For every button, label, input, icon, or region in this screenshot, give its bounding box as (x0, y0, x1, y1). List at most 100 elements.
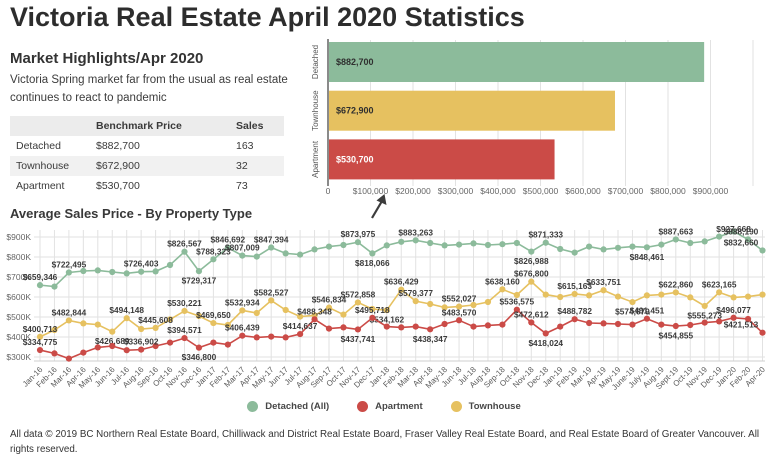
benchmark-price-value: $672,900 (96, 159, 140, 172)
svg-text:$846,692: $846,692 (211, 235, 246, 245)
svg-text:$483,570: $483,570 (442, 307, 477, 317)
legend-item-apartment[interactable]: Apartment (357, 401, 423, 412)
legend-dot-townhouse-icon (450, 401, 462, 412)
svg-text:$900,000: $900,000 (693, 186, 729, 196)
benchmark-table: Benchmark Price Sales Detached $882,700 … (10, 115, 284, 196)
svg-text:$871,333: $871,333 (528, 230, 563, 240)
svg-text:$406,439: $406,439 (225, 323, 260, 333)
mouse-cursor-icon (371, 194, 387, 219)
svg-text:$400,713: $400,713 (23, 324, 58, 334)
svg-text:$552,027: $552,027 (442, 294, 477, 304)
svg-text:$530,221: $530,221 (167, 298, 202, 308)
svg-text:$500K: $500K (6, 312, 31, 322)
svg-text:$826,567: $826,567 (167, 239, 202, 249)
svg-text:$826,988: $826,988 (514, 256, 549, 266)
svg-text:$336,902: $336,902 (124, 337, 159, 347)
svg-text:$638,160: $638,160 (485, 276, 520, 286)
legend-dot-apartment-icon (357, 401, 369, 412)
svg-text:$488,782: $488,782 (557, 306, 592, 316)
svg-text:$700K: $700K (6, 272, 31, 282)
svg-text:$421,513: $421,513 (724, 320, 759, 330)
table-row-townhouse: Townhouse $672,900 32 (10, 155, 284, 176)
svg-text:$729,317: $729,317 (182, 276, 217, 286)
benchmark-price-value: $882,700 (96, 139, 140, 152)
sales-value: 163 (236, 139, 254, 152)
svg-text:$600,000: $600,000 (565, 186, 601, 196)
benchmark-price-bar-chart[interactable]: 0 $100,000 $200,000 $300,000 $400,000 $500,00… (302, 36, 768, 202)
footer-line-1: All data © 2019 BC Northern Real Estate … (10, 429, 760, 455)
legend-item-detached[interactable]: Detached (All) (247, 401, 329, 412)
svg-text:$536,575: $536,575 (500, 297, 535, 307)
svg-text:$888,190: $888,190 (724, 226, 759, 236)
benchmark-price-value: $530,700 (96, 179, 140, 192)
row-label: Townhouse (16, 159, 70, 172)
svg-text:$848,461: $848,461 (630, 252, 665, 262)
sales-value: 32 (236, 159, 248, 172)
svg-text:Townhouse: Townhouse (311, 90, 320, 131)
svg-text:$534,162: $534,162 (369, 315, 404, 325)
row-label: Detached (16, 139, 61, 152)
svg-text:$615,163: $615,163 (557, 281, 592, 291)
footer: All data © 2019 BC Northern Real Estate … (10, 427, 768, 455)
svg-text:$346,800: $346,800 (182, 352, 217, 362)
svg-text:$726,403: $726,403 (124, 259, 159, 269)
market-highlights-panel: Market Highlights/Apr 2020 Victoria Spri… (10, 50, 302, 196)
svg-text:0: 0 (326, 186, 331, 196)
svg-text:$530,700: $530,700 (336, 154, 374, 164)
svg-text:$500,000: $500,000 (523, 186, 559, 196)
svg-text:$400K: $400K (6, 332, 31, 342)
svg-text:$300,000: $300,000 (438, 186, 474, 196)
svg-text:$788,323: $788,323 (196, 246, 231, 256)
svg-text:$582,527: $582,527 (254, 287, 289, 297)
legend-item-townhouse[interactable]: Townhouse (450, 401, 521, 412)
svg-text:$800K: $800K (6, 252, 31, 262)
market-highlights-heading: Market Highlights/Apr 2020 (10, 50, 204, 67)
svg-text:$927,668: $927,668 (716, 224, 751, 234)
svg-text:$873,975: $873,975 (341, 229, 376, 239)
table-row-apartment: Apartment $530,700 73 (10, 176, 284, 196)
svg-text:$847,394: $847,394 (254, 235, 289, 245)
sales-value: 73 (236, 179, 248, 192)
svg-text:$636,429: $636,429 (384, 277, 419, 287)
svg-text:$722,495: $722,495 (52, 260, 87, 270)
svg-text:$623,165: $623,165 (702, 279, 737, 289)
svg-text:$546,834: $546,834 (312, 295, 347, 305)
svg-text:$887,663: $887,663 (658, 226, 693, 236)
svg-text:$445,608: $445,608 (138, 315, 173, 325)
table-header-sales: Sales (236, 119, 264, 132)
svg-text:$883,263: $883,263 (398, 227, 433, 237)
svg-text:$495,718: $495,718 (355, 305, 390, 315)
svg-text:$100,000: $100,000 (353, 186, 389, 196)
chart-legend: Detached (All) Apartment Townhouse (0, 401, 768, 412)
line-chart-title: Average Sales Price - By Property Type (10, 206, 253, 221)
svg-text:$494,148: $494,148 (109, 305, 144, 315)
page-title: Victoria Real Estate April 2020 Statisti… (10, 2, 525, 32)
svg-text:$600K: $600K (6, 292, 31, 302)
svg-text:$882,700: $882,700 (336, 57, 374, 67)
svg-text:$437,741: $437,741 (341, 334, 376, 344)
svg-text:Apartment: Apartment (311, 140, 320, 178)
svg-text:$676,800: $676,800 (514, 269, 549, 279)
svg-text:$574,679: $574,679 (615, 307, 650, 317)
svg-text:$532,934: $532,934 (225, 297, 260, 307)
svg-text:$832,660: $832,660 (724, 237, 759, 247)
legend-label: Apartment (375, 401, 423, 412)
svg-text:$491,451: $491,451 (630, 306, 665, 316)
average-sales-price-line-chart[interactable]: $900K$800K$700K$600K$500K$400K$300KJan-1… (0, 224, 768, 400)
svg-text:$400,000: $400,000 (480, 186, 516, 196)
svg-text:$572,858: $572,858 (341, 289, 376, 299)
svg-text:Detached: Detached (311, 45, 320, 79)
svg-text:$426,689: $426,689 (95, 336, 130, 346)
svg-text:$900K: $900K (6, 232, 31, 242)
svg-text:$818,066: $818,066 (355, 258, 390, 268)
legend-label: Detached (All) (265, 401, 330, 412)
svg-text:$807,009: $807,009 (225, 243, 260, 253)
legend-dot-detached-icon (247, 401, 259, 412)
svg-text:$394,571: $394,571 (167, 325, 202, 335)
table-header-empty (10, 116, 90, 136)
table-header-benchmark-price: Benchmark Price (96, 119, 182, 132)
svg-text:$200,000: $200,000 (395, 186, 431, 196)
svg-text:$622,860: $622,860 (658, 279, 693, 289)
svg-text:$496,077: $496,077 (716, 305, 751, 315)
